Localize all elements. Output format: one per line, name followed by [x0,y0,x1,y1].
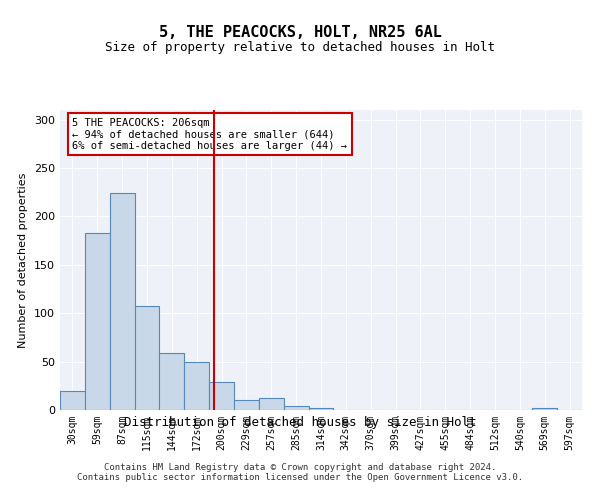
Bar [85,233,110,410]
Bar [308,408,334,410]
Text: 5 THE PEACOCKS: 206sqm
← 94% of detached houses are smaller (644)
6% of semi-det: 5 THE PEACOCKS: 206sqm ← 94% of detached… [73,118,347,150]
Bar [160,353,184,410]
Bar [184,362,209,410]
Text: Contains HM Land Registry data © Crown copyright and database right 2024.
Contai: Contains HM Land Registry data © Crown c… [77,463,523,482]
Bar [110,193,134,410]
Y-axis label: Number of detached properties: Number of detached properties [19,172,28,348]
Bar [259,398,284,410]
Text: Distribution of detached houses by size in Holt: Distribution of detached houses by size … [124,416,476,429]
Bar [234,400,259,410]
Text: 5, THE PEACOCKS, HOLT, NR25 6AL: 5, THE PEACOCKS, HOLT, NR25 6AL [158,25,442,40]
Bar [209,382,234,410]
Bar [134,306,160,410]
Bar [60,390,85,410]
Text: Size of property relative to detached houses in Holt: Size of property relative to detached ho… [105,41,495,54]
Bar [284,406,308,410]
Bar [532,408,557,410]
